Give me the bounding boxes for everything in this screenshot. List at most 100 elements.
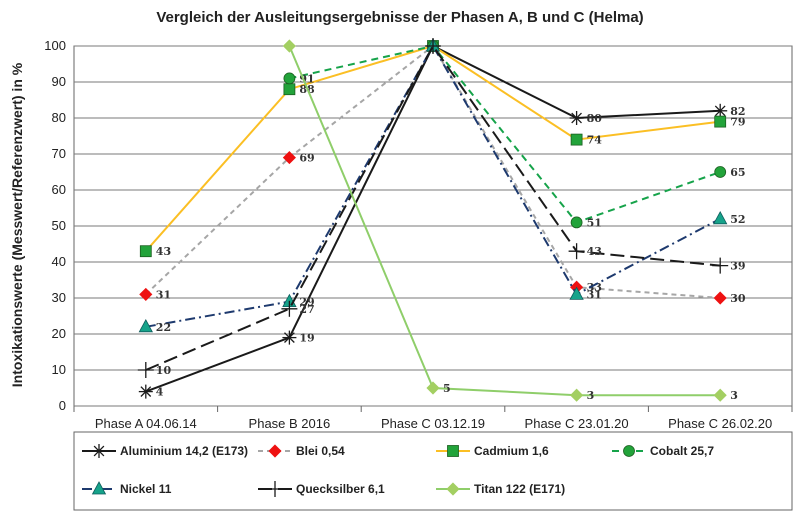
legend-label-titan: Titan 122 (E171)	[474, 482, 565, 496]
series-line-titan	[288, 45, 721, 397]
data-point-cobalt	[283, 72, 296, 85]
data-point-cobalt	[714, 166, 727, 178]
data-point-cadmium	[139, 245, 152, 258]
data-label-cobalt: 65	[730, 166, 745, 179]
data-label-quecksilber: 39	[730, 260, 745, 273]
data-label-cobalt: 91	[299, 72, 314, 85]
data-label-cadmium: 43	[156, 245, 171, 258]
legend-item-nickel: Nickel 11	[82, 481, 172, 496]
data-point-cadmium	[283, 83, 296, 96]
legend-item-quecksilber: Quecksilber 6,1	[258, 481, 385, 497]
legend-marker-aluminium	[92, 444, 106, 458]
chart-title: Vergleich der Ausleitungsergebnisse der …	[156, 9, 643, 26]
data-label-cadmium: 74	[587, 134, 603, 147]
data-label-blei: 30	[730, 292, 746, 305]
legend-marker-titan	[446, 482, 460, 496]
data-point-aluminium	[138, 384, 153, 399]
data-label-aluminium: 4	[156, 386, 164, 399]
data-point-titan	[282, 39, 296, 53]
y-tick-label-100: 100	[44, 38, 66, 53]
data-point-blei	[713, 291, 727, 305]
legend-label-cobalt: Cobalt 25,7	[650, 444, 714, 458]
data-point-cadmium	[714, 115, 727, 128]
legend-box	[73, 431, 793, 511]
gridlines	[73, 45, 793, 412]
legend-label-quecksilber: Quecksilber 6,1	[296, 482, 385, 496]
data-point-aluminium	[282, 330, 297, 345]
data-point-aluminium	[713, 103, 728, 118]
data-label-aluminium: 80	[587, 112, 603, 125]
legend-label-blei: Blei 0,54	[296, 444, 345, 458]
legend-marker-cadmium	[447, 445, 459, 457]
y-tick-label-90: 90	[52, 74, 66, 89]
data-point-nickel	[713, 210, 728, 225]
data-label-nickel: 31	[587, 288, 602, 301]
data-label-aluminium: 82	[730, 105, 745, 118]
data-point-titan	[426, 381, 440, 395]
legend-marker-cobalt	[623, 445, 635, 457]
series-cobalt: 91 51 65	[283, 40, 746, 229]
data-point-cobalt	[570, 216, 583, 229]
y-tick-label-20: 20	[52, 326, 66, 341]
data-point-quecksilber	[137, 362, 154, 378]
series-titan: 5 3 3	[282, 39, 738, 402]
series-line-cobalt	[289, 44, 721, 224]
data-label-quecksilber: 43	[587, 245, 602, 258]
data-label-aluminium: 19	[299, 332, 314, 345]
data-label-cobalt: 51	[587, 216, 602, 229]
series-line-quecksilber	[145, 44, 721, 371]
y-tick-label-0: 0	[59, 398, 66, 413]
series-quecksilber: 10 27 43 39	[137, 38, 746, 378]
x-tick-label: Phase C 03.12.19	[381, 416, 485, 431]
data-point-cadmium	[570, 133, 583, 146]
data-label-cadmium: 79	[730, 116, 745, 129]
x-tick-label: Phase B 2016	[249, 416, 331, 431]
series-line-blei	[145, 44, 721, 299]
y-tick-label-30: 30	[52, 290, 66, 305]
legend-marker-blei	[268, 444, 282, 458]
data-label-nickel: 29	[299, 296, 314, 309]
x-tick-label: Phase C 26.02.20	[668, 416, 772, 431]
legend-item-blei: Blei 0,54	[258, 444, 345, 458]
x-axis-ticks: Phase A 04.06.14 Phase B 2016 Phase C 03.1…	[95, 416, 772, 431]
legend-item-aluminium: Aluminium 14,2 (E173)	[82, 444, 248, 458]
data-label-blei: 69	[299, 152, 314, 165]
data-label-titan: 5	[443, 382, 451, 395]
data-point-nickel	[138, 318, 153, 333]
legend-item-cadmium: Cadmium 1,6	[436, 444, 549, 458]
data-label-titan: 3	[730, 389, 738, 402]
legend-marker-nickel	[91, 481, 107, 495]
y-tick-label-10: 10	[52, 362, 66, 377]
legend-label-nickel: Nickel 11	[120, 482, 172, 496]
data-point-titan	[570, 388, 584, 402]
data-label-nickel: 52	[730, 213, 745, 226]
data-point-titan	[713, 388, 727, 402]
legend-marker-quecksilber	[267, 481, 283, 497]
series-blei: 31 69 33 30	[139, 39, 746, 305]
series-aluminium: 4 19 80 82	[138, 39, 746, 399]
data-point-quecksilber	[425, 38, 441, 54]
series-line-aluminium	[145, 44, 721, 393]
legend-label-cadmium: Cadmium 1,6	[474, 444, 549, 458]
series-line-cadmium	[145, 44, 721, 252]
data-point-quecksilber	[712, 257, 729, 274]
series-layer: 4198082316933304388747991516522293152102…	[137, 38, 746, 402]
x-tick-label: Phase A 04.06.14	[95, 416, 197, 431]
data-point-quecksilber	[568, 243, 585, 260]
y-tick-label-80: 80	[52, 110, 66, 125]
data-point-blei	[139, 287, 153, 301]
y-axis-ticks: 0 10 20 30 40 50 60 70 80 90 100	[44, 38, 66, 413]
data-label-quecksilber: 10	[156, 364, 172, 377]
y-tick-label-40: 40	[52, 254, 66, 269]
y-tick-label-50: 50	[52, 218, 66, 233]
legend: Aluminium 14,2 (E173) Blei 0,54 Cadmium 1,…	[73, 431, 793, 511]
data-label-quecksilber: 27	[299, 303, 314, 316]
data-label-nickel: 22	[156, 321, 171, 334]
series-line-nickel	[145, 43, 721, 328]
data-point-nickel	[569, 286, 584, 300]
data-label-blei: 33	[587, 281, 602, 294]
data-label-blei: 31	[156, 288, 171, 301]
legend-label-aluminium: Aluminium 14,2 (E173)	[120, 444, 248, 458]
y-tick-label-60: 60	[52, 182, 66, 197]
